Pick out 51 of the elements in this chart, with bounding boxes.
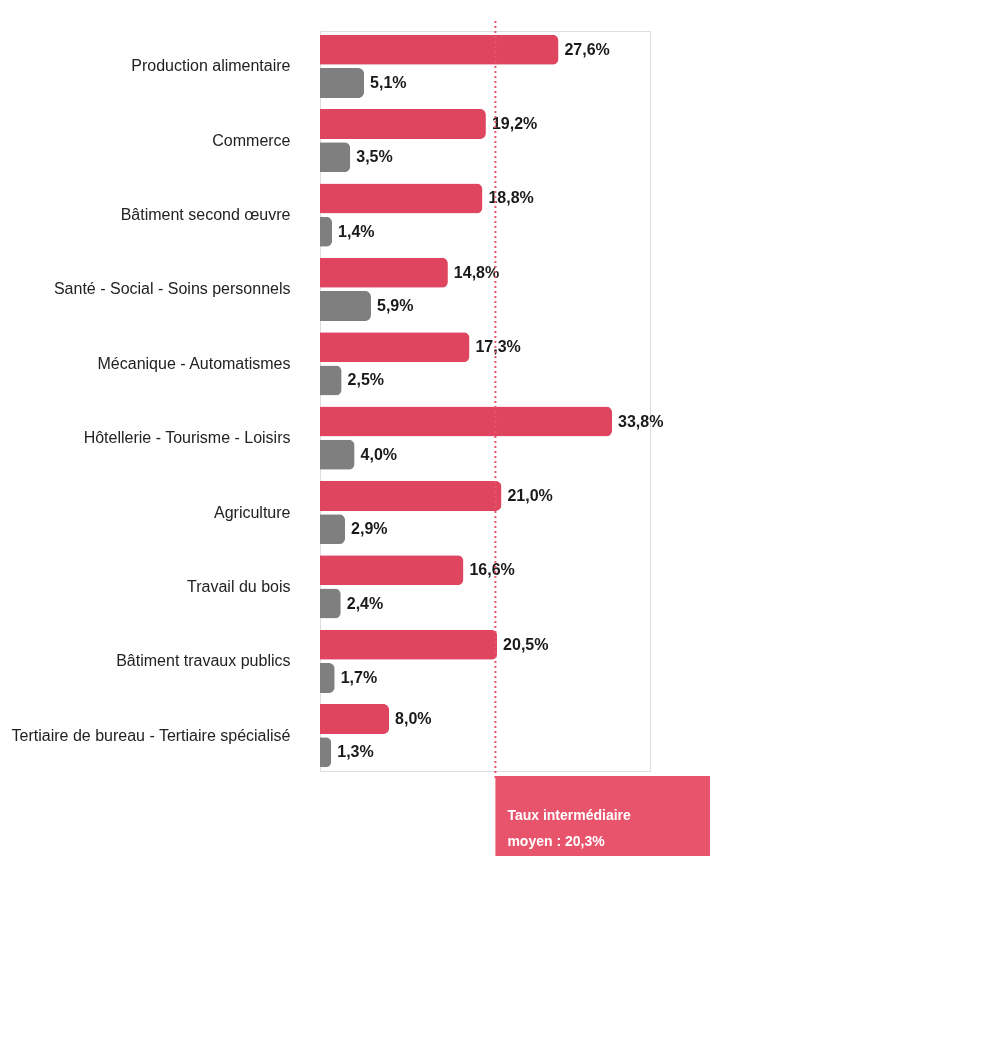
data-label: 18,8% — [488, 189, 534, 207]
bar — [320, 480, 502, 511]
data-label: 1,7% — [340, 668, 378, 686]
bar — [320, 629, 498, 660]
bar — [320, 704, 390, 735]
data-label: 8,0% — [395, 710, 432, 728]
data-label: 20,5% — [503, 635, 549, 653]
y-tick-label: Bâtiment second œuvre — [120, 206, 291, 224]
data-label: 1,4% — [338, 222, 375, 240]
bar — [320, 216, 333, 247]
bar — [320, 555, 464, 586]
data-label: 4,0% — [360, 445, 398, 463]
data-label: 5,9% — [376, 297, 414, 315]
bar — [320, 109, 486, 140]
y-tick-label: Production alimentaire — [131, 57, 291, 75]
y-tick-label: Hôtellerie - Tourisme - Loisirs — [83, 429, 291, 447]
bar — [320, 257, 448, 288]
data-label: 16,6% — [469, 561, 515, 579]
bar — [320, 142, 351, 173]
data-label: 21,0% — [507, 486, 553, 504]
data-label: 14,8% — [453, 263, 500, 281]
ref-line-label: Taux intermédiaire moyen : 20,3% — [507, 807, 632, 849]
bar — [320, 67, 365, 98]
data-label: 3,5% — [356, 148, 393, 166]
data-label: 17,3% — [475, 338, 521, 356]
data-label: 33,8% — [618, 412, 664, 430]
bar — [320, 291, 371, 322]
y-tick-label: Santé - Social - Soins personnels — [53, 280, 291, 298]
y-tick-label: Mécanique - Automatismes — [97, 354, 291, 372]
data-label: 19,2% — [491, 115, 538, 133]
y-tick-label: Travail du bois — [187, 577, 291, 595]
bar — [320, 365, 342, 396]
data-label: 1,3% — [337, 743, 374, 761]
bar — [320, 406, 613, 437]
y-tick-label: Commerce — [212, 131, 291, 149]
data-label: 2,9% — [351, 520, 388, 538]
bar — [320, 34, 559, 65]
y-tick-label: Bâtiment travaux publics — [116, 652, 291, 670]
data-label: 2,5% — [347, 371, 385, 389]
bar — [320, 332, 470, 363]
data-label: 5,1% — [370, 73, 407, 91]
bar — [320, 662, 335, 693]
y-tick-label: Agriculture — [214, 503, 291, 521]
data-label: 2,4% — [346, 594, 384, 612]
y-tick-label: Tertiaire de bureau - Tertiaire spécialisé — [11, 726, 291, 744]
bar — [320, 737, 332, 768]
data-label: 27,6% — [564, 40, 610, 58]
bar — [320, 439, 355, 470]
bar — [320, 514, 346, 545]
bar — [320, 588, 341, 619]
bar — [320, 183, 483, 214]
